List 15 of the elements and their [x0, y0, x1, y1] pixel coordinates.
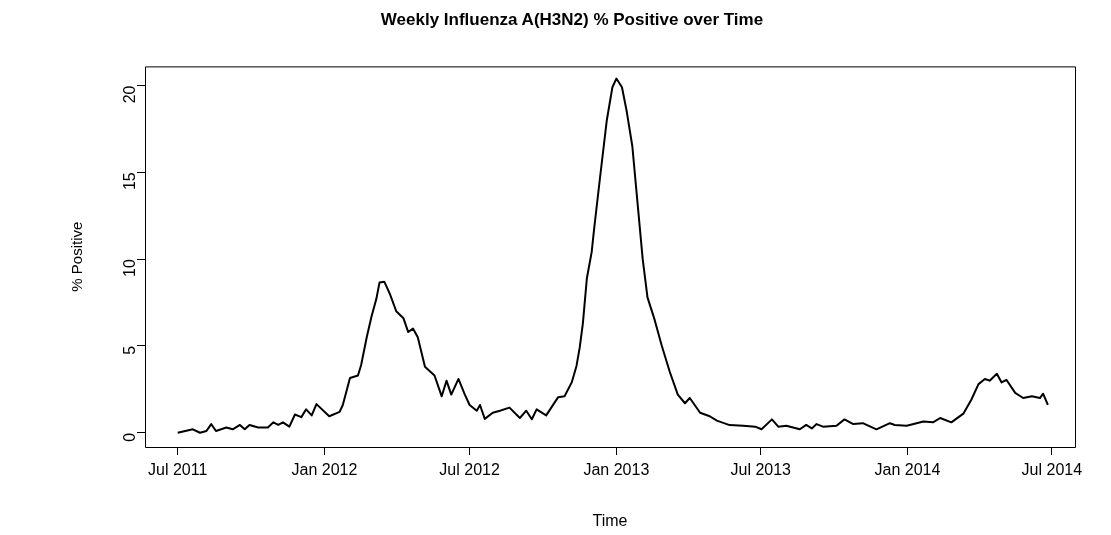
x-axis-title: Time: [592, 511, 628, 529]
x-tick-label: Jan 2014: [874, 461, 941, 479]
x-tick-label: Jul 2012: [439, 461, 500, 479]
y-tick-label: 20: [121, 85, 139, 104]
x-tick-label: Jul 2014: [1021, 461, 1083, 479]
x-tick-label: Jul 2011: [148, 461, 208, 479]
x-tick-label: Jan 2012: [291, 461, 358, 479]
y-tick-label: 15: [121, 172, 139, 191]
chart-title: Weekly Influenza A(H3N2) % Positive over Time: [380, 9, 764, 29]
y-axis-title: % Positive: [68, 221, 86, 292]
y-tick-label: 0: [121, 432, 139, 442]
y-tick-label: 10: [121, 259, 139, 277]
y-tick-label: 5: [121, 345, 139, 355]
x-tick-label: Jul 2013: [730, 461, 792, 479]
x-tick-label: Jan 2013: [583, 461, 650, 479]
